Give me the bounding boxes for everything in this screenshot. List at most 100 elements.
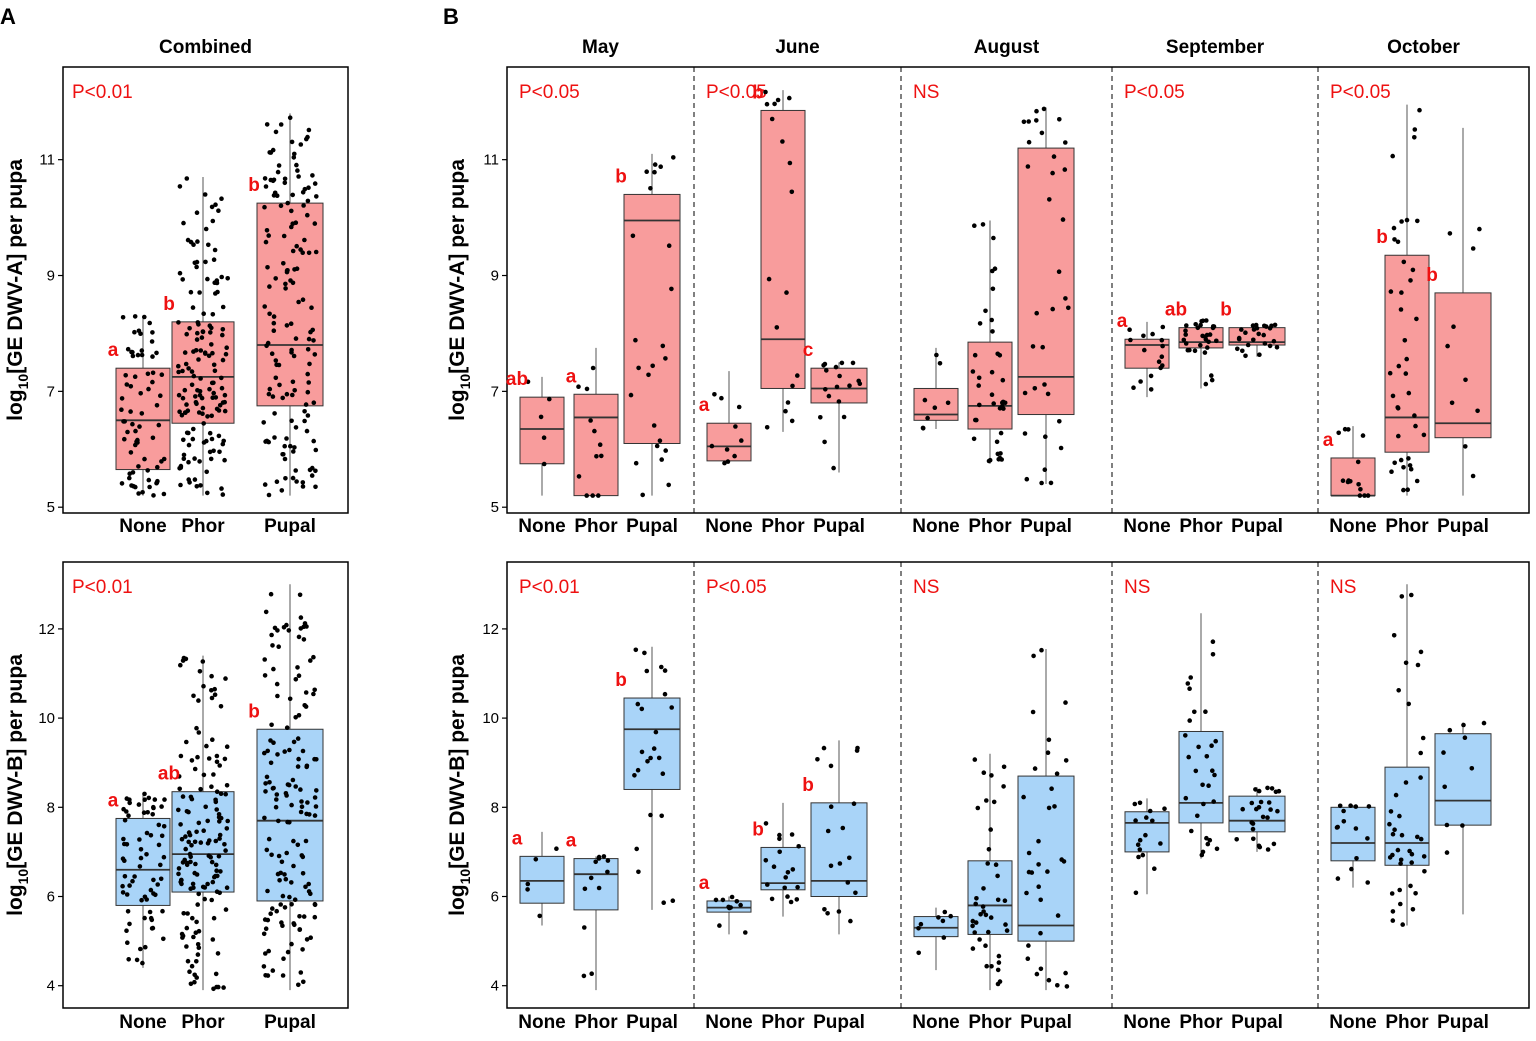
data-point xyxy=(764,101,770,107)
data-point xyxy=(296,634,302,640)
data-point xyxy=(293,425,299,430)
box-group: b xyxy=(1426,127,1492,496)
data-point xyxy=(1395,406,1401,411)
data-point xyxy=(790,867,796,872)
data-point xyxy=(1198,322,1203,328)
data-point xyxy=(1349,866,1354,872)
data-point xyxy=(136,491,141,496)
data-point xyxy=(127,883,132,888)
data-point xyxy=(1158,365,1163,371)
panel-b-a-xlabel: Pupal xyxy=(1231,516,1283,537)
box-group: b xyxy=(615,646,681,910)
panel-a-a-xlabel: None xyxy=(119,516,167,537)
data-point xyxy=(995,897,1001,903)
data-point xyxy=(190,915,195,921)
data-point xyxy=(1204,835,1209,841)
data-point xyxy=(122,858,127,863)
data-point xyxy=(311,338,316,343)
data-point xyxy=(1415,218,1420,224)
data-point xyxy=(269,722,274,728)
data-point xyxy=(632,773,637,778)
data-point xyxy=(1256,805,1262,810)
data-point xyxy=(980,904,986,909)
significance-letter: a xyxy=(566,366,577,387)
data-point xyxy=(1463,377,1468,383)
data-point xyxy=(306,881,312,887)
data-point xyxy=(709,443,715,449)
data-point xyxy=(210,879,216,885)
data-point xyxy=(1403,780,1409,785)
data-point xyxy=(1445,343,1450,349)
data-point xyxy=(1391,225,1397,231)
data-point xyxy=(271,314,277,319)
data-point xyxy=(305,212,310,218)
data-point xyxy=(289,418,294,424)
data-point xyxy=(1201,801,1206,807)
data-point xyxy=(185,237,191,243)
data-point xyxy=(211,772,216,777)
data-point xyxy=(139,348,145,353)
data-point xyxy=(209,695,215,701)
data-point xyxy=(270,643,275,648)
box-group xyxy=(1124,798,1170,896)
panel-b-b-pvalue: NS xyxy=(1330,577,1356,598)
data-point xyxy=(223,351,229,357)
data-point xyxy=(996,953,1002,959)
data-point xyxy=(282,456,288,462)
data-point xyxy=(1034,971,1040,977)
ylabel-subscript: 10 xyxy=(15,869,31,885)
data-point xyxy=(307,361,312,367)
data-point xyxy=(628,392,634,398)
data-point xyxy=(1133,818,1138,823)
data-point xyxy=(265,265,270,270)
data-point xyxy=(119,481,125,486)
panel-a-b-tick-label: 6 xyxy=(47,889,55,906)
panel-b-b-tick-label: 8 xyxy=(491,799,499,816)
panel-b-a-pvalue: P<0.05 xyxy=(1330,82,1391,103)
data-point xyxy=(282,443,288,449)
data-point xyxy=(648,186,653,191)
data-point xyxy=(1258,799,1264,805)
data-point xyxy=(836,909,842,914)
data-point xyxy=(310,327,316,333)
box-iqr xyxy=(706,422,752,462)
data-point xyxy=(190,436,196,442)
data-point xyxy=(282,905,288,910)
data-point xyxy=(196,357,201,362)
data-point xyxy=(137,837,142,842)
data-point xyxy=(311,400,317,406)
data-point xyxy=(288,443,293,449)
data-point xyxy=(293,677,299,682)
data-point xyxy=(283,876,289,882)
data-point xyxy=(590,365,596,371)
data-point xyxy=(278,902,284,907)
data-point xyxy=(196,698,201,703)
data-point xyxy=(272,435,277,440)
data-point xyxy=(180,794,186,799)
data-point xyxy=(289,224,294,230)
data-point xyxy=(184,331,189,337)
panel-a-a-xlabel: Pupal xyxy=(264,516,316,537)
data-point xyxy=(659,457,664,462)
data-point xyxy=(307,467,313,473)
data-point xyxy=(282,180,288,186)
data-point xyxy=(789,418,795,424)
panel-b-b-tick-label: 6 xyxy=(491,889,499,906)
data-point xyxy=(213,797,218,803)
data-point xyxy=(309,473,315,478)
data-point xyxy=(306,185,311,190)
data-point xyxy=(126,813,131,818)
data-point xyxy=(304,937,310,942)
data-point xyxy=(1265,847,1271,852)
data-point xyxy=(1366,804,1372,809)
data-point xyxy=(815,757,820,762)
data-point xyxy=(176,866,182,871)
data-point xyxy=(291,155,297,160)
data-point xyxy=(211,915,217,921)
data-point xyxy=(143,944,148,950)
data-point xyxy=(188,981,194,987)
data-point xyxy=(185,860,190,866)
data-point xyxy=(179,877,184,883)
data-point xyxy=(124,842,130,847)
box-iqr xyxy=(573,393,619,497)
